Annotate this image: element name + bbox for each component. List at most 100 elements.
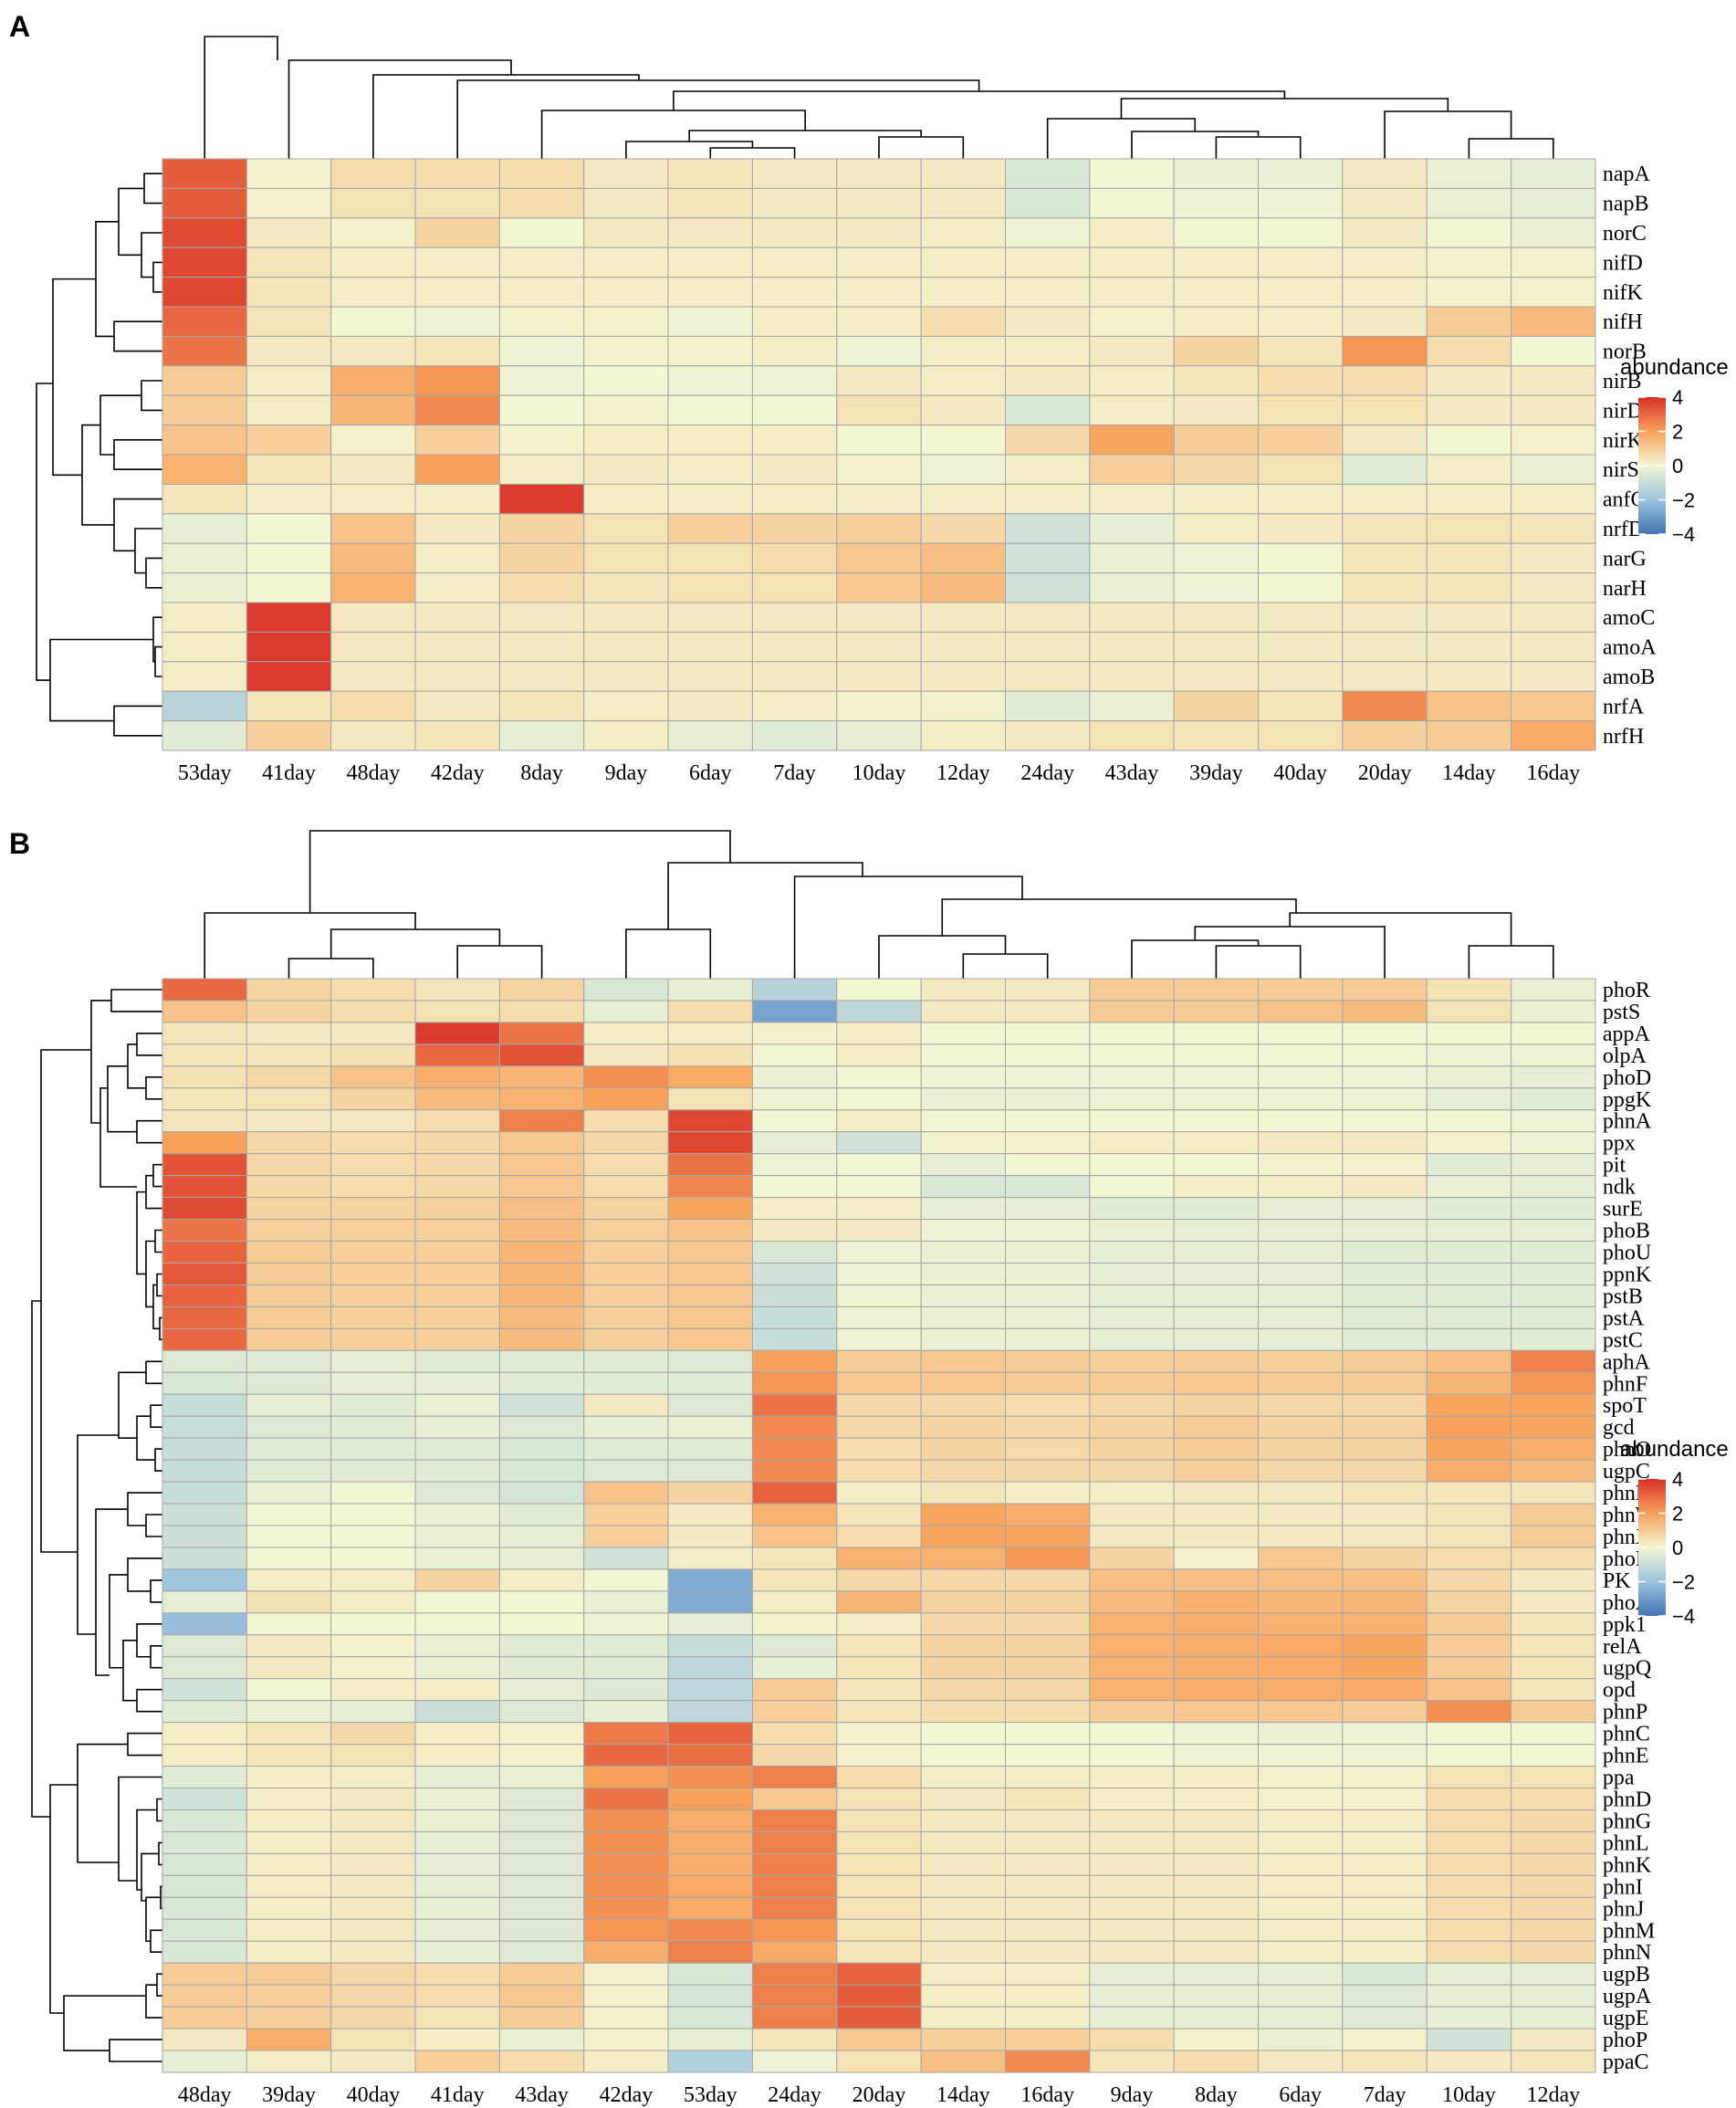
heatmap-cell (836, 631, 922, 663)
heatmap-cell (1426, 1612, 1512, 1636)
legend-tick-label: −2 (1672, 489, 1695, 512)
heatmap-cell (583, 1087, 669, 1111)
heatmap-cell (920, 1349, 1007, 1373)
heatmap-cell (1089, 572, 1175, 603)
heatmap-cell (920, 1327, 1007, 1351)
column-label: 12day (1526, 2083, 1580, 2107)
heatmap-cell (1089, 1547, 1175, 1570)
heatmap-cell (1511, 631, 1596, 663)
dendrogram-branch (127, 1732, 162, 1757)
heatmap-cell (498, 1896, 585, 1920)
heatmap-cell (162, 1656, 247, 1680)
heatmap-cell (836, 1634, 922, 1658)
heatmap-cell (1089, 978, 1175, 1002)
heatmap-cell (162, 2006, 247, 2029)
heatmap-cell (1173, 572, 1260, 603)
heatmap-cell (330, 1065, 416, 1089)
heatmap-cell (667, 158, 753, 189)
heatmap-cell (1258, 365, 1344, 396)
heatmap-cell (583, 1896, 669, 1920)
heatmap-cell (920, 1000, 1007, 1023)
heatmap-cell (751, 1219, 838, 1243)
heatmap-cell (1426, 1918, 1512, 1942)
heatmap-cell (1342, 661, 1427, 692)
heatmap-cell (920, 1415, 1007, 1439)
heatmap-cell (498, 1984, 585, 2008)
heatmap-cell (1511, 1415, 1596, 1439)
heatmap-cell (1005, 720, 1091, 751)
heatmap-cell (1089, 277, 1175, 308)
dendrogram-branch (625, 928, 712, 979)
heatmap-cell (920, 1371, 1007, 1395)
column-label: 39day (262, 2083, 316, 2107)
heatmap-cell (583, 1678, 669, 1702)
heatmap-cell (414, 1722, 500, 1746)
heatmap-cell (751, 1371, 838, 1395)
heatmap-cell (1089, 513, 1175, 544)
heatmap-cell (1173, 1065, 1260, 1089)
heatmap-cell (1342, 158, 1427, 189)
heatmap-cell (330, 1109, 416, 1133)
heatmap-cell (498, 1788, 585, 1810)
heatmap-cell (667, 1131, 753, 1155)
heatmap-cell (1089, 1371, 1175, 1395)
heatmap-cell (246, 1349, 332, 1373)
heatmap-cell (330, 542, 416, 574)
heatmap-cell (751, 2050, 838, 2073)
heatmap-cell (1258, 2028, 1344, 2051)
row-label: napA (1603, 163, 1651, 186)
heatmap-cell (667, 1656, 753, 1680)
heatmap-cell (667, 1678, 753, 1702)
heatmap-cell (414, 1241, 500, 1264)
heatmap-cell (1005, 1590, 1091, 1614)
heatmap-cell (667, 1153, 753, 1177)
heatmap-cell (836, 572, 922, 603)
heatmap-cell (920, 335, 1007, 367)
heatmap-cell (751, 1153, 838, 1177)
dendrogram-branch (145, 1514, 162, 1537)
heatmap-cell (1426, 690, 1512, 722)
heatmap-cell (1258, 277, 1344, 308)
heatmap-cell (498, 1874, 585, 1898)
heatmap-cell (583, 1241, 669, 1264)
heatmap-cell (1173, 1262, 1260, 1285)
heatmap-cell (836, 1962, 922, 1986)
heatmap-cell (162, 1065, 247, 1089)
heatmap-cell (751, 1503, 838, 1526)
heatmap-cell (1426, 1284, 1512, 1307)
heatmap-cell (920, 425, 1007, 456)
heatmap-cell (1089, 1722, 1175, 1746)
heatmap-cell (1173, 661, 1260, 692)
legend-tick-label: 2 (1672, 421, 1683, 444)
heatmap-cell (330, 1700, 416, 1724)
heatmap-cell (414, 572, 500, 603)
heatmap-cell (1511, 1809, 1596, 1832)
heatmap-cell (498, 1940, 585, 1964)
row-label: nrfA (1603, 695, 1645, 718)
heatmap-cell (1005, 602, 1091, 633)
heatmap-cell (1426, 2006, 1512, 2029)
heatmap-cell (583, 454, 669, 485)
heatmap-cell (583, 1197, 669, 1221)
heatmap-cell (414, 365, 500, 396)
dendrogram-branch (31, 1300, 50, 1818)
row-label: nirS (1603, 458, 1639, 482)
heatmap-cell (920, 1962, 1007, 1986)
heatmap-cell (751, 1962, 838, 1986)
heatmap-cell (836, 1000, 922, 1023)
column-label: 8day (520, 761, 563, 785)
heatmap-cell (1511, 1940, 1596, 1964)
heatmap-cell (1173, 1393, 1260, 1417)
heatmap-cell (1173, 158, 1260, 189)
heatmap-cell (667, 572, 753, 603)
heatmap-cell (1426, 1809, 1512, 1832)
heatmap-cell (1005, 1830, 1091, 1854)
heatmap-cell (330, 1634, 416, 1658)
heatmap-cell (1005, 335, 1091, 367)
heatmap-cell (920, 978, 1007, 1002)
heatmap-cell (1342, 1852, 1427, 1876)
heatmap-cell (751, 1809, 838, 1832)
heatmap-cell (1426, 2050, 1512, 2073)
heatmap-cell (162, 425, 247, 456)
dendrogram-branch (110, 989, 162, 1012)
